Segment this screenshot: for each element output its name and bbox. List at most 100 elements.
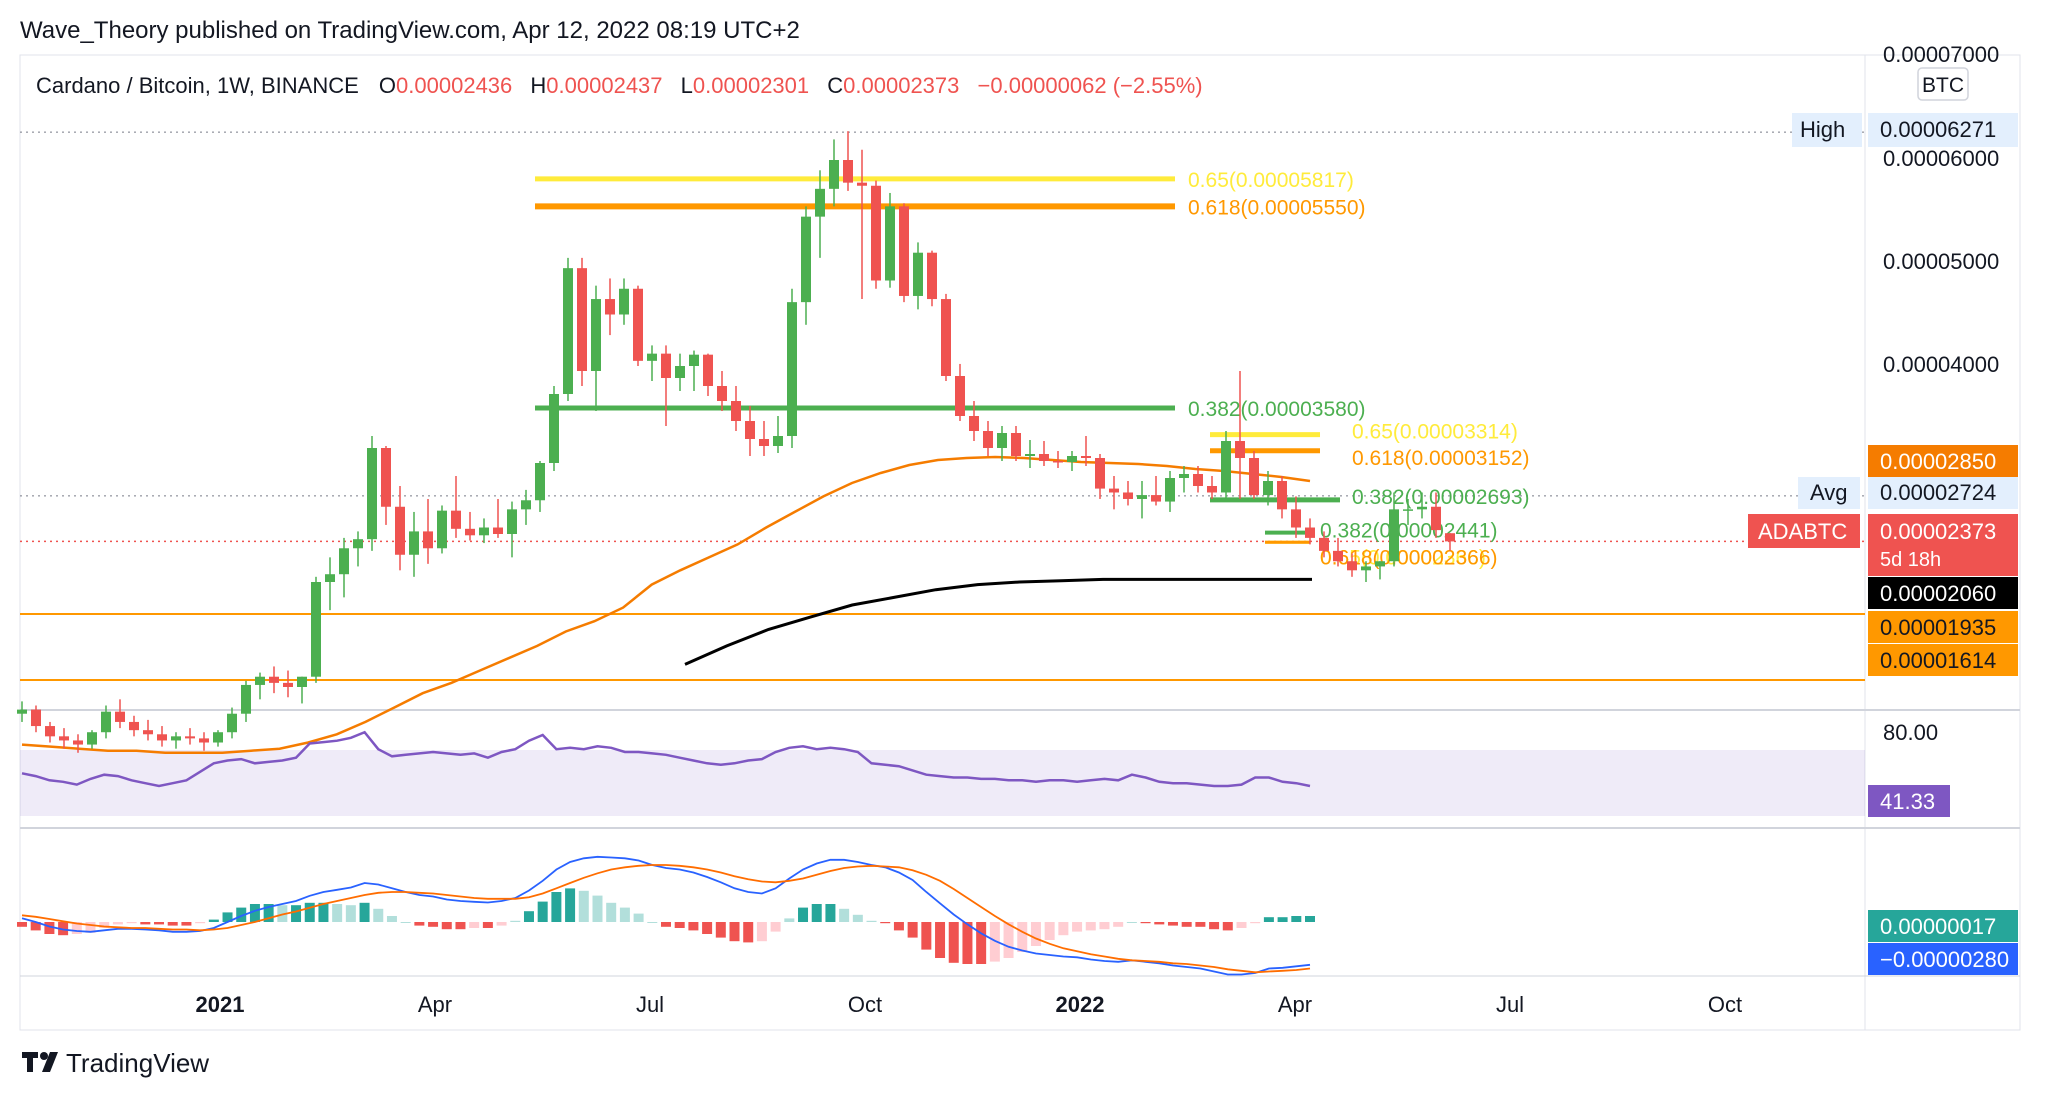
candle-body — [535, 463, 545, 501]
candle-body — [1011, 433, 1021, 456]
macd-histogram-bar — [291, 905, 302, 922]
support-2-value: 0.00001614 — [1880, 648, 1996, 673]
avg-tag: Avg — [1810, 480, 1848, 505]
macd-histogram-bar — [400, 922, 411, 923]
candle-body — [255, 676, 265, 685]
candle-body — [171, 736, 181, 741]
macd-histogram-bar — [852, 914, 863, 922]
x-tick: Apr — [1278, 992, 1312, 1017]
macd-histogram-bar — [1003, 922, 1014, 958]
candle-body — [437, 510, 447, 549]
macd-histogram-bar — [674, 922, 685, 928]
candle-body — [311, 582, 321, 677]
candle-body — [577, 268, 587, 371]
x-tick: Apr — [418, 992, 452, 1017]
candle-body — [157, 734, 167, 741]
macd-histogram-bar — [715, 922, 726, 938]
candle-body — [367, 448, 377, 540]
currency-button[interactable]: BTC — [1917, 67, 1969, 101]
macd-histogram-bar — [1044, 922, 1055, 940]
candle-body — [1053, 461, 1063, 463]
macd-histogram-bar — [17, 922, 27, 927]
candle-body — [1137, 495, 1147, 499]
support-2-bg — [1868, 644, 2018, 676]
candle-body — [17, 709, 27, 714]
macd-histogram-bar — [510, 920, 521, 922]
candle-body — [129, 721, 139, 731]
ema-value-bg — [1868, 445, 2018, 477]
candle-body — [395, 506, 405, 555]
rsi-line — [21, 730, 1311, 788]
candle-body — [1263, 481, 1273, 496]
signal-line — [21, 864, 1311, 974]
rsi-axis-label: 80.00 — [1883, 720, 1938, 745]
candle-body — [1179, 474, 1189, 478]
candle-body — [1249, 458, 1259, 496]
candle-body — [143, 730, 153, 735]
macd-histogram-bar — [1167, 922, 1178, 926]
macd-histogram-bar — [907, 922, 918, 938]
macd-histogram-bar — [482, 922, 493, 928]
candle-body — [927, 252, 937, 300]
chart-frame — [19, 54, 2021, 1031]
symbol-tag: ADABTC — [1758, 519, 1847, 544]
high-tag-bg — [1792, 113, 1862, 147]
candle-body — [801, 216, 811, 303]
macd-histogram-bar — [784, 918, 795, 922]
macd-histogram-bar — [935, 922, 946, 958]
candle-body — [521, 500, 531, 510]
candle-body — [409, 531, 419, 555]
candle-body — [241, 684, 251, 714]
y-tick: 0.00007000 — [1883, 42, 1999, 67]
macd-histogram-bar — [345, 905, 356, 922]
macd-histogram-bar — [1058, 922, 1069, 936]
fib-level-label: 0.65(0.00005817) — [1188, 169, 1354, 192]
ema-line-group — [21, 455, 1311, 755]
macd-histogram-bar — [633, 913, 644, 922]
candle-body — [1445, 533, 1455, 542]
macd-histogram-bar — [496, 922, 507, 926]
macd-value-bg — [1868, 910, 2018, 942]
candle-body — [689, 354, 699, 366]
candle-body — [423, 531, 433, 549]
candle-body — [563, 268, 573, 394]
signal-value-bg — [1868, 943, 2018, 975]
candle-body — [843, 160, 853, 183]
macd-histogram-bar — [962, 922, 973, 964]
macd-histogram-bar — [551, 892, 562, 922]
y-tick: 0.00006000 — [1883, 146, 1999, 171]
macd-histogram-bar — [1291, 916, 1302, 922]
rsi-series — [21, 730, 1311, 788]
macd-histogram-bar — [386, 916, 397, 922]
macd-histogram-bar — [592, 895, 603, 922]
macd-histogram-bar — [181, 922, 192, 926]
macd-line — [21, 855, 1311, 976]
candle-body — [199, 738, 209, 743]
macd-histogram-bar — [1030, 922, 1041, 946]
candle-body — [1347, 561, 1357, 571]
candle-body — [283, 682, 293, 687]
candle-body — [549, 394, 559, 463]
macd-histogram-bar — [85, 922, 96, 933]
candle-body — [633, 288, 643, 361]
fib-level-label: 0.65(0.00002366) — [1320, 546, 1486, 569]
y-tick: 0.00005000 — [1883, 249, 1999, 274]
macd-histogram-bar — [99, 922, 110, 928]
candle-body — [45, 726, 55, 737]
macd-histogram-bar — [1181, 922, 1192, 927]
macd-histogram-bar — [647, 922, 658, 923]
avg-value: 0.00002724 — [1880, 480, 1996, 505]
legend-h-label: H — [530, 73, 546, 98]
macd-histogram-bar — [1277, 917, 1288, 922]
x-tick: Oct — [1708, 992, 1742, 1017]
legend-h-value: 0.00002437 — [546, 73, 662, 98]
x-tick: Oct — [848, 992, 882, 1017]
candle-body — [773, 436, 783, 446]
candle-body — [1403, 509, 1413, 511]
avg-value-bg — [1868, 477, 2018, 509]
x-tick: Jul — [1496, 992, 1524, 1017]
macd-histogram-bar — [208, 919, 219, 922]
candle-body — [339, 548, 349, 575]
macd-histogram-bar — [825, 904, 836, 922]
